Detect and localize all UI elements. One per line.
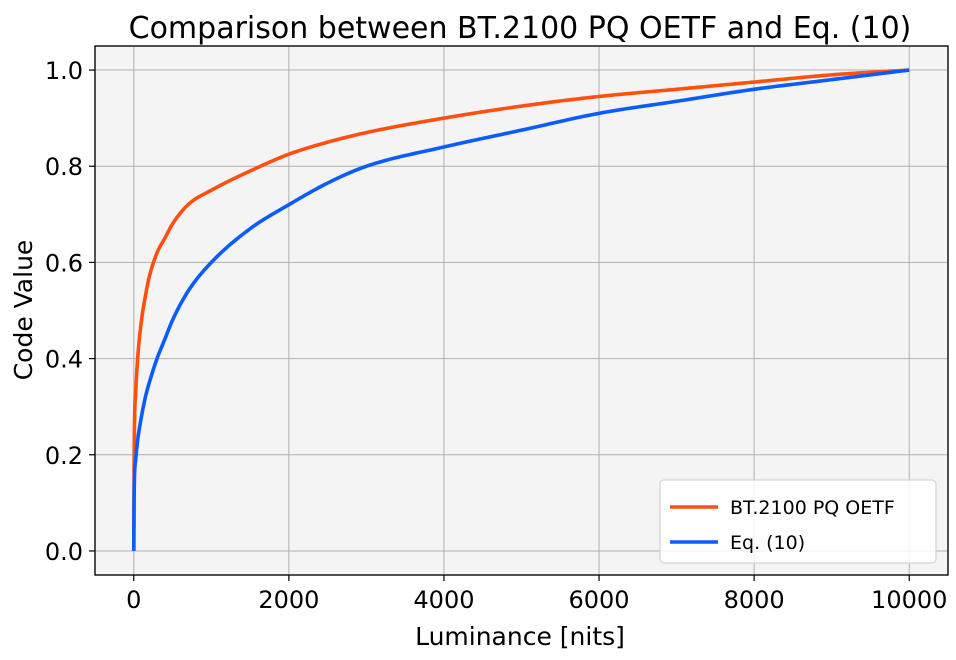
series-line-0 [131, 68, 910, 552]
legend-label-1: Eq. (10) [730, 532, 805, 554]
x-tick-label: 10000 [871, 586, 947, 614]
y-axis-label: Code Value [9, 240, 38, 381]
x-tick-label: 6000 [569, 586, 630, 614]
legend-label-0: BT.2100 PQ OETF [730, 497, 895, 519]
series-line-1 [131, 68, 910, 553]
y-tick-label: 0.8 [45, 153, 83, 181]
x-axis-label: Luminance [nits] [415, 622, 625, 651]
x-tick-label: 0 [126, 586, 141, 614]
legend: BT.2100 PQ OETF Eq. (10) [659, 479, 937, 564]
x-tick-label: 4000 [413, 586, 474, 614]
plot-frame [94, 45, 949, 576]
x-axis-ticks: 0 2000 4000 6000 8000 10000 [126, 575, 947, 614]
y-tick-label: 1.0 [45, 57, 83, 85]
series-lines [131, 68, 910, 553]
x-tick-label: 8000 [724, 586, 785, 614]
y-tick-label: 0.0 [45, 538, 83, 566]
y-tick-label: 0.6 [45, 249, 83, 277]
legend-box [659, 479, 937, 564]
x-tick-label: 2000 [258, 586, 319, 614]
y-tick-label: 0.2 [45, 442, 83, 470]
y-tick-label: 0.4 [45, 346, 83, 374]
chart-title: Comparison between BT.2100 PQ OETF and E… [129, 11, 912, 46]
y-axis-ticks: 0.0 0.2 0.4 0.6 0.8 1.0 [45, 57, 95, 566]
